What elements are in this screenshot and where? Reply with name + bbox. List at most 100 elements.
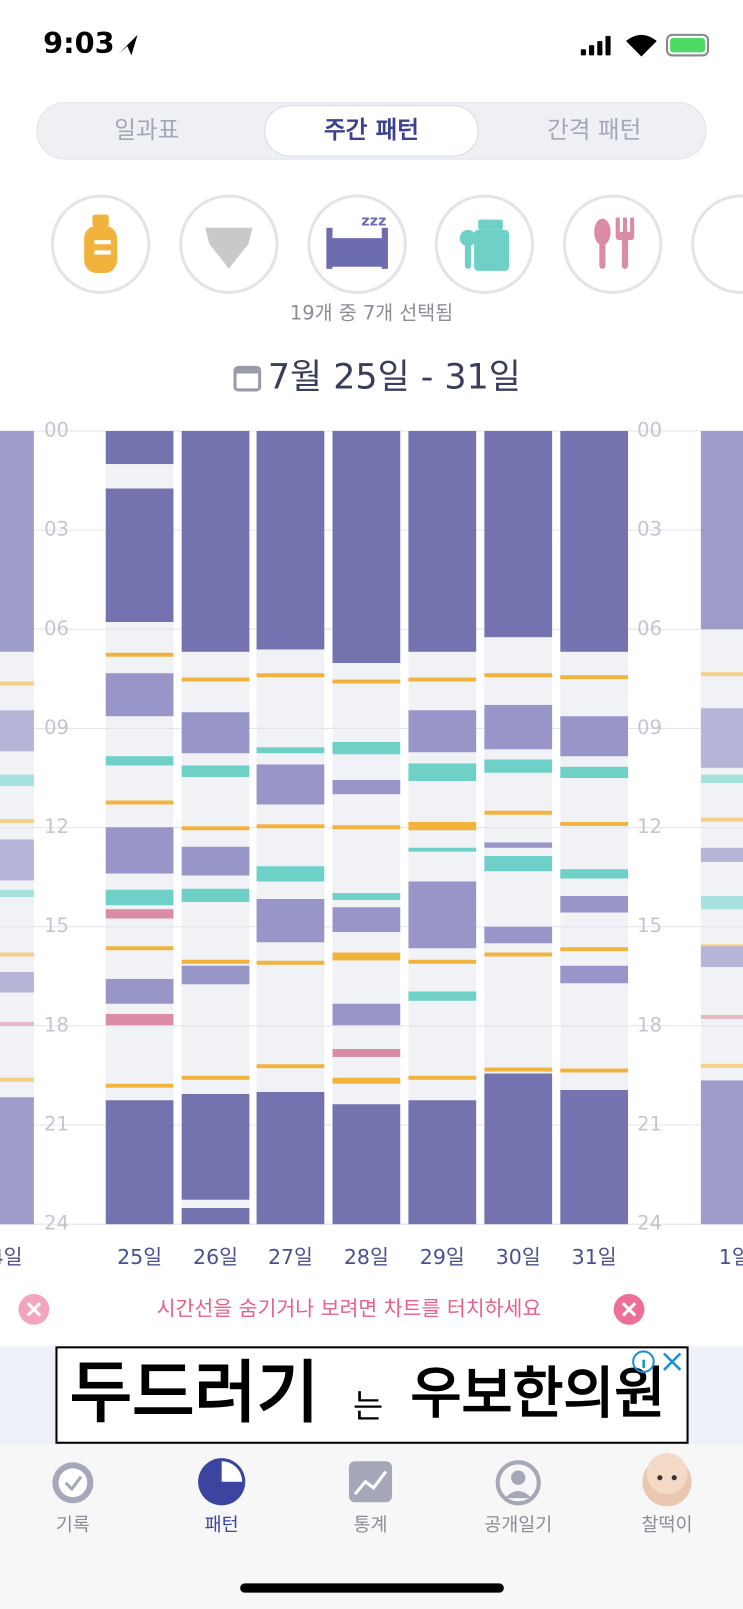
nav-icon-record[interactable] (52, 1462, 94, 1504)
event-segment (332, 430, 401, 663)
event-segment (0, 774, 34, 786)
event-segment (105, 1083, 174, 1088)
tab-active[interactable]: 주간 패턴 (324, 116, 419, 144)
event-segment (700, 817, 743, 822)
event-segment (256, 824, 325, 829)
category-icons (50, 194, 743, 294)
calendar-icon (233, 365, 262, 392)
event-segment (181, 965, 250, 985)
event-segment (181, 677, 250, 682)
event-segment (256, 898, 325, 943)
event-segment (560, 1068, 629, 1073)
event-segment (0, 972, 34, 993)
close-glyph (621, 1302, 637, 1317)
nav-label[interactable]: 공개일기 (484, 1515, 552, 1536)
y-tick-label: 12 (44, 815, 69, 838)
event-segment (181, 712, 250, 754)
y-tick-label: 15 (44, 914, 69, 937)
event-segment (484, 952, 553, 957)
event-segment (256, 960, 325, 965)
y-tick-label-right: 12 (637, 815, 662, 838)
event-segment (484, 1067, 553, 1072)
y-tick-label-right: 18 (637, 1013, 662, 1036)
event-segment (560, 821, 629, 826)
event-segment (0, 1021, 34, 1026)
home-indicator (240, 1583, 504, 1593)
event-segment (332, 741, 401, 755)
event-segment (181, 765, 250, 778)
event-segment (105, 1100, 174, 1225)
nav-icon-diary[interactable] (495, 1460, 541, 1506)
event-segment (256, 747, 325, 754)
y-tick-label-right: 06 (637, 617, 662, 640)
event-segment (0, 1097, 34, 1225)
event-segment (700, 672, 743, 677)
day-label: 24일 (0, 1245, 23, 1269)
nav-icon-stats[interactable] (348, 1461, 393, 1503)
event-segment (105, 652, 174, 657)
event-segment (332, 1077, 401, 1084)
event-segment (484, 856, 553, 872)
event-segment (0, 818, 34, 823)
icon-meal[interactable] (562, 194, 663, 294)
icon-feeding[interactable] (50, 194, 151, 294)
icon-formula[interactable] (434, 194, 535, 294)
nav-avatar[interactable] (642, 1453, 692, 1507)
y-tick-label-right: 24 (637, 1212, 662, 1235)
event-segment (700, 847, 743, 862)
event-segment (700, 896, 743, 910)
event-segment (181, 1075, 250, 1080)
event-segment (700, 774, 743, 783)
icon-sleep[interactable] (307, 194, 407, 294)
event-segment (105, 430, 174, 465)
event-segment (181, 1207, 250, 1225)
event-segment (0, 430, 34, 652)
wifi-icon (625, 34, 657, 57)
y-tick-label: 03 (44, 518, 69, 541)
nav-label[interactable]: 기록 (56, 1515, 90, 1536)
day-label: 30일 (496, 1245, 541, 1269)
tab[interactable]: 일과표 (114, 116, 179, 144)
jar-glyph (459, 219, 510, 271)
event-segment (0, 889, 34, 897)
weekly-pattern-chart[interactable]: 00 00 03 03 06 06 09 09 12 12 15 15 18 18 21 21 24 24 24일 2… (0, 418, 743, 1269)
ad-banner[interactable] (55, 1346, 689, 1444)
event-segment (181, 846, 250, 876)
icon-diaper[interactable] (179, 194, 279, 294)
event-segment (700, 708, 743, 768)
event-segment (0, 710, 34, 752)
event-segment (700, 1063, 743, 1068)
event-segment (105, 889, 174, 906)
ad-info-icon[interactable] (632, 1350, 655, 1373)
nav-label[interactable]: 통계 (353, 1515, 387, 1536)
event-segment (0, 681, 34, 686)
event-segment (408, 847, 477, 852)
ad-close-icon[interactable] (663, 1352, 682, 1371)
close-glyph (26, 1302, 42, 1317)
icon-more[interactable] (691, 194, 743, 294)
event-segment (408, 710, 477, 753)
nav-label[interactable]: 찰떡이 (642, 1515, 693, 1536)
tab[interactable]: 간격 패턴 (547, 116, 641, 144)
event-segment (256, 764, 325, 805)
event-segment (484, 430, 553, 638)
event-segment (560, 675, 629, 680)
event-segment (256, 673, 325, 678)
y-tick-label: 09 (44, 716, 69, 739)
event-segment (105, 800, 174, 805)
event-segment (105, 827, 174, 874)
event-segment (105, 673, 174, 717)
nav-label-active[interactable]: 패턴 (205, 1515, 239, 1536)
event-segment (105, 978, 174, 1004)
ad-particle: 는 (353, 1387, 383, 1425)
day-label: 28일 (344, 1245, 389, 1269)
event-segment (484, 704, 553, 750)
event-segment (181, 826, 250, 831)
day-label: 26일 (193, 1245, 238, 1269)
y-tick-label: 00 (44, 418, 69, 441)
nav-icon-pattern[interactable] (198, 1458, 246, 1506)
event-segment (105, 1013, 174, 1026)
event-segment (105, 909, 174, 919)
signal-icon (580, 35, 611, 56)
